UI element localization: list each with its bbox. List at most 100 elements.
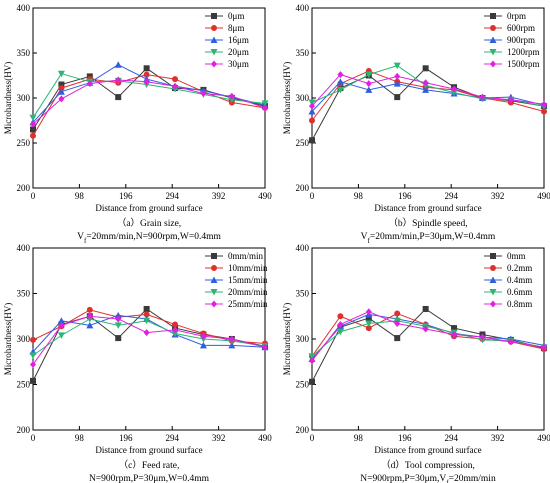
data-point (199, 341, 207, 349)
data-point (309, 102, 315, 110)
data-point (309, 357, 315, 365)
legend: 0μm 8μm 16μm 20μm 30μm (205, 11, 249, 69)
data-point (309, 378, 315, 385)
legend-label: 30μm (228, 59, 249, 69)
data-point (115, 76, 122, 84)
data-point (365, 325, 372, 332)
series-line (311, 308, 545, 383)
data-point (365, 315, 372, 322)
data-point (422, 65, 429, 72)
legend-label: 0.4mm (507, 275, 532, 285)
data-point (422, 305, 429, 312)
y-tick-label: 300 (17, 334, 31, 344)
data-point (30, 132, 36, 139)
legend-marker (489, 276, 497, 283)
data-point (86, 312, 93, 320)
y-tick-label: 400 (17, 3, 31, 13)
data-point (337, 313, 344, 320)
data-point (394, 72, 401, 80)
legend-label: 20mm/min (228, 287, 268, 297)
y-tick-label: 250 (17, 380, 31, 390)
legend-marker (489, 36, 497, 43)
data-point (172, 326, 179, 334)
data-point (451, 330, 458, 338)
y-tick-label: 250 (296, 380, 310, 390)
data-point (507, 96, 514, 104)
y-tick-label: 350 (296, 48, 310, 58)
data-point (336, 328, 344, 336)
data-point (86, 80, 93, 88)
x-tick-label: 490 (258, 191, 272, 201)
data-point (309, 137, 315, 144)
data-point (393, 80, 401, 87)
x-tick-label: 294 (444, 191, 458, 201)
legend: 0mm 0.2mm 0.4mm 0.6mm 0.8mm (484, 251, 532, 309)
legend-marker (211, 265, 217, 271)
figure-caption: （c）Feed rate, (119, 459, 180, 471)
data-point (507, 338, 514, 346)
legend-label: 25mm/min (228, 299, 268, 309)
y-tick-label: 200 (296, 425, 310, 435)
data-point (365, 80, 372, 88)
legend-item: 25mm/min (205, 299, 268, 309)
data-point (58, 321, 65, 329)
legend-item: 30μm (205, 59, 249, 69)
data-point (143, 305, 150, 312)
chart-panel-1: 200 250 300 350 400 0 98 196 294 392 490 Distance f… (3, 3, 272, 245)
legend-item: 0.2mm (484, 263, 532, 273)
y-tick-label: 400 (17, 243, 31, 253)
x-axis-label: Distance from ground surface (95, 203, 202, 213)
data-point (479, 93, 486, 101)
legend-item: 10mm/min (205, 263, 268, 273)
x-tick-label: 98 (354, 191, 364, 201)
data-point (172, 76, 179, 83)
data-point (30, 120, 36, 128)
data-point (143, 329, 150, 337)
legend-item: 1500rpm (484, 59, 540, 69)
figure-caption: （d）Tool compression, (381, 459, 475, 471)
y-tick-label: 400 (296, 3, 310, 13)
legend-item: 0μm (205, 11, 244, 21)
legend-marker (210, 276, 218, 283)
conditions-pre: V (361, 232, 368, 242)
legend-item: 0rpm (484, 11, 526, 21)
legend-label: 8μm (228, 23, 244, 33)
data-point (171, 330, 179, 338)
legend-marker (490, 60, 496, 68)
data-point (336, 78, 344, 85)
y-tick-label: 350 (17, 289, 31, 299)
data-point (30, 360, 36, 368)
data-point (57, 317, 65, 324)
data-point (143, 65, 150, 72)
y-tick-label: 350 (17, 48, 31, 58)
legend-item: 600rpm (484, 23, 535, 33)
legend-marker (490, 13, 496, 19)
legend-item: 1200rpm (484, 47, 540, 57)
series-3 (308, 310, 548, 363)
x-tick-label: 392 (491, 191, 505, 201)
legend-marker (211, 25, 217, 31)
figure-caption: （b）Spindle speed, (388, 217, 467, 229)
data-point (114, 322, 122, 329)
figure-caption: （a）Grain size, (117, 217, 181, 229)
legend-marker (210, 49, 218, 56)
y-axis-label: Microhardness(HV) (3, 303, 13, 375)
legend-label: 0mm (507, 251, 526, 261)
data-point (337, 320, 344, 328)
data-point (57, 88, 65, 95)
data-point (451, 85, 458, 93)
data-point (228, 92, 235, 100)
conditions-pre: N=900rpm,P=30μm,W=0.4mm (89, 474, 210, 483)
conditions-subscript: f (368, 237, 371, 245)
data-point (228, 96, 236, 104)
x-tick-label: 196 (119, 433, 133, 443)
legend-marker (490, 25, 496, 31)
legend-marker (489, 289, 497, 296)
conditions-subscript: f (84, 237, 87, 245)
data-point (394, 94, 401, 101)
data-point (86, 306, 93, 313)
x-tick-label: 98 (75, 433, 85, 443)
data-point (143, 311, 150, 318)
data-point (365, 86, 373, 93)
y-tick-label: 300 (296, 93, 310, 103)
